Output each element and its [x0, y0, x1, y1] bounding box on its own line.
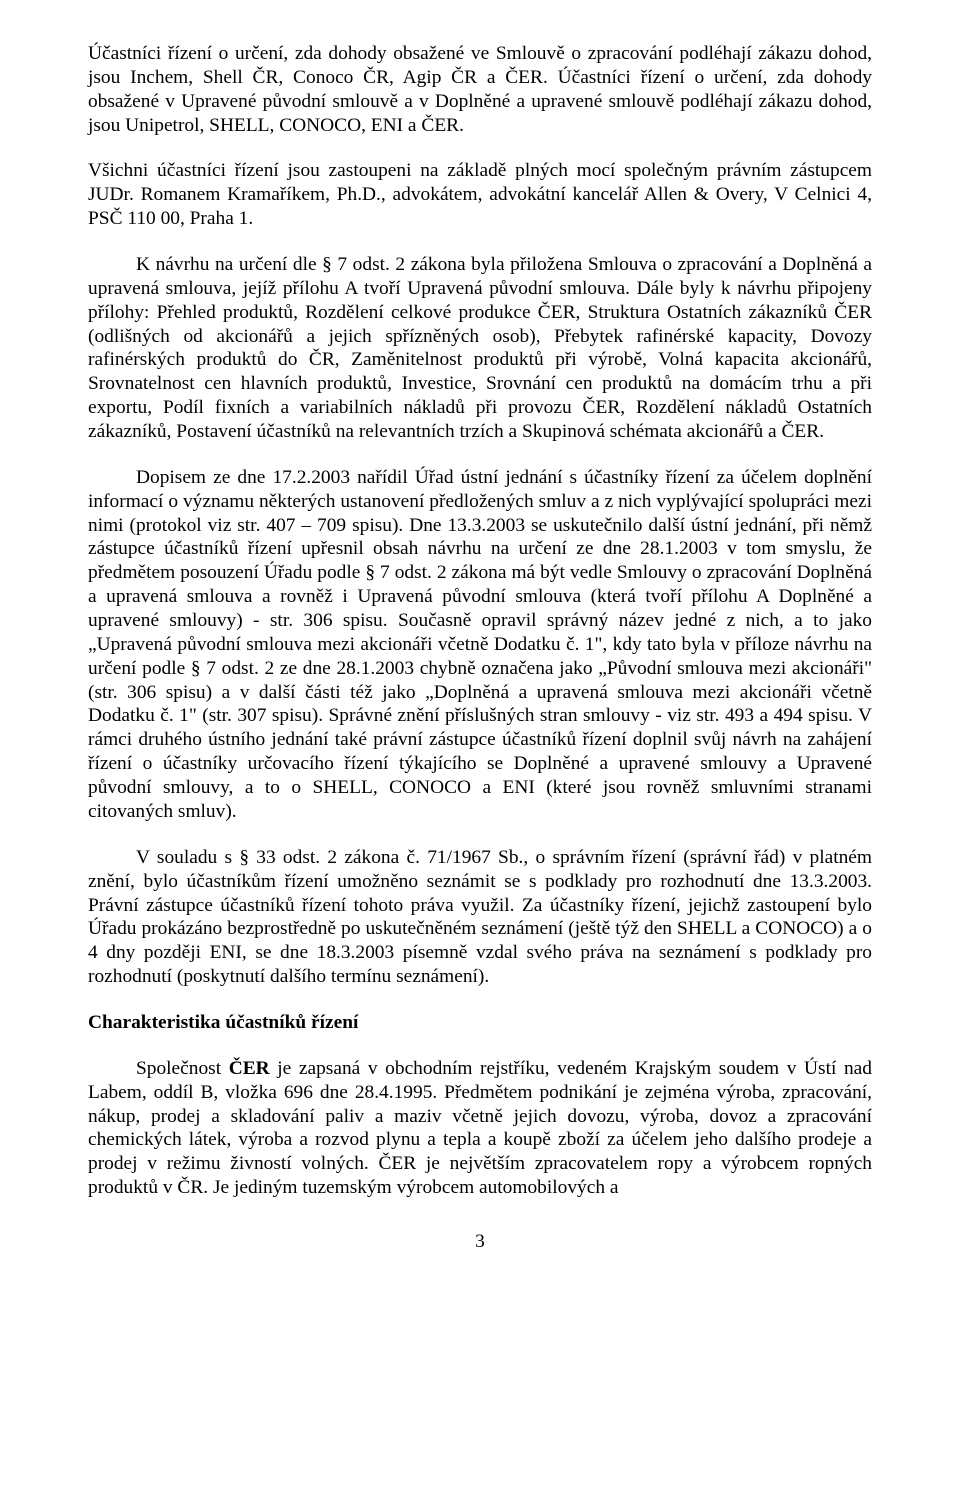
- paragraph-5: V souladu s § 33 odst. 2 zákona č. 71/19…: [88, 846, 872, 989]
- document-page: Účastníci řízení o určení, zda dohody ob…: [0, 0, 960, 1496]
- section-heading: Charakteristika účastníků řízení: [88, 1011, 872, 1035]
- page-number: 3: [88, 1230, 872, 1254]
- paragraph-4: Dopisem ze dne 17.2.2003 nařídil Úřad ús…: [88, 466, 872, 824]
- paragraph-6-prefix: Společnost: [136, 1058, 229, 1079]
- paragraph-1: Účastníci řízení o určení, zda dohody ob…: [88, 42, 872, 137]
- paragraph-6-bold: ČER: [229, 1058, 270, 1079]
- paragraph-2: Všichni účastníci řízení jsou zastoupeni…: [88, 159, 872, 231]
- paragraph-3: K návrhu na určení dle § 7 odst. 2 zákon…: [88, 253, 872, 444]
- paragraph-6: Společnost ČER je zapsaná v obchodním re…: [88, 1057, 872, 1200]
